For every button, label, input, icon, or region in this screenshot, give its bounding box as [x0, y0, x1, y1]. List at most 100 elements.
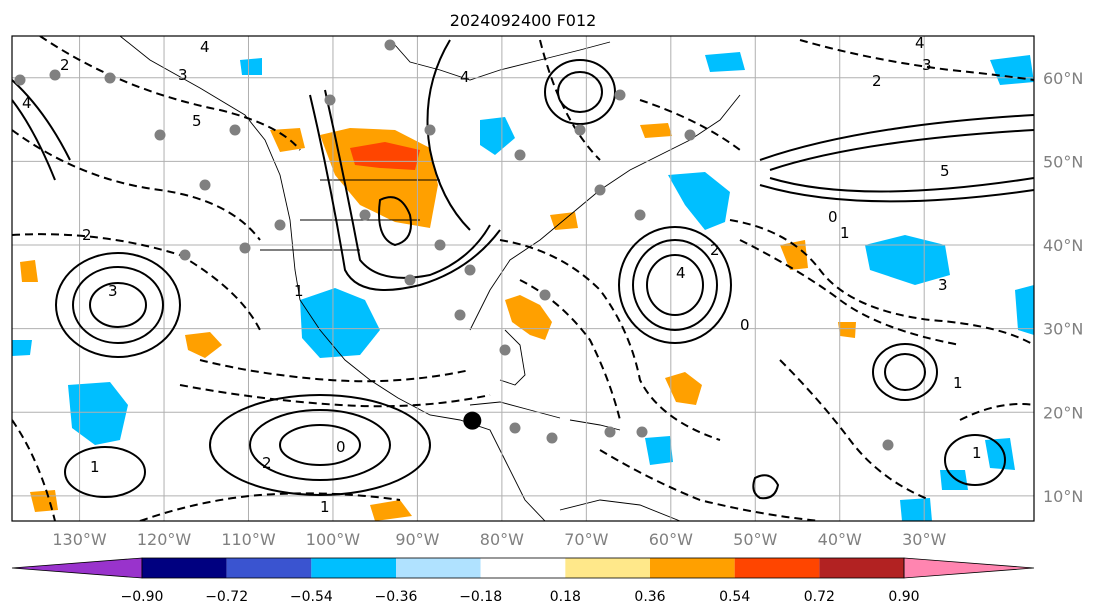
contour-label: 3	[922, 56, 932, 74]
contour-label: 2	[262, 454, 272, 472]
lon-label: 130°W	[52, 530, 107, 549]
longitude-labels: 130°W 120°W 110°W 100°W 90°W 80°W 70°W 6…	[52, 530, 946, 549]
lat-label: 20°N	[1043, 403, 1083, 422]
station-dot	[179, 249, 191, 261]
station-dot	[499, 344, 511, 356]
contour-label: 1	[320, 498, 330, 516]
station-dot	[104, 72, 116, 84]
station-dot	[14, 74, 26, 86]
lat-label: 60°N	[1043, 69, 1083, 88]
station-dot	[634, 209, 646, 221]
solid-contours	[12, 39, 1034, 500]
station-dots	[14, 39, 894, 451]
contour-label: 5	[940, 162, 950, 180]
station-dot	[274, 219, 286, 231]
colorbar-tick-label: 0.36	[634, 589, 665, 605]
contour-label: 3	[938, 276, 948, 294]
colorbar-swatch	[650, 558, 735, 578]
lon-label: 70°W	[564, 530, 608, 549]
station-dot	[684, 129, 696, 141]
station-dot	[539, 289, 551, 301]
contour-label: 0	[740, 316, 750, 334]
station-dot	[636, 426, 648, 438]
lat-label: 30°N	[1043, 320, 1083, 339]
station-dot	[359, 209, 371, 221]
station-dot	[239, 242, 251, 254]
colorbar-tick-label: −0.90	[121, 589, 164, 605]
storm-center-marker	[463, 411, 482, 430]
station-dot	[594, 184, 606, 196]
lon-label: 120°W	[137, 530, 192, 549]
lon-label: 40°W	[818, 530, 862, 549]
lat-label: 50°N	[1043, 152, 1083, 171]
colorbar	[11, 557, 1035, 579]
station-dot	[199, 179, 211, 191]
colorbar-tick-label: 0.54	[719, 589, 750, 605]
station-dot	[454, 309, 466, 321]
contour-label: 2	[82, 226, 92, 244]
station-dot	[154, 129, 166, 141]
colorbar-swatch	[819, 558, 904, 578]
map-border	[11, 35, 1035, 522]
contour-label: 1	[953, 374, 963, 392]
colorbar-swatch	[311, 558, 396, 578]
station-dot	[464, 264, 476, 276]
contour-label: 4	[460, 68, 470, 86]
contour-label: 4	[915, 34, 925, 52]
contour-label: 5	[192, 112, 202, 130]
lat-label: 40°N	[1043, 236, 1083, 255]
lat-label: 10°N	[1043, 487, 1083, 506]
station-dot	[49, 69, 61, 81]
station-dot	[324, 94, 336, 106]
station-dot	[882, 439, 894, 451]
contour-label: 4	[22, 94, 32, 112]
contour-label: 1	[294, 282, 304, 300]
station-dot	[574, 124, 586, 136]
lon-label: 30°W	[902, 530, 946, 549]
contour-label: 0	[336, 438, 346, 456]
contour-label: 1	[972, 444, 982, 462]
contour-label: 0	[828, 208, 838, 226]
lon-label: 100°W	[306, 530, 361, 549]
contour-label: 2	[60, 56, 70, 74]
station-dot	[229, 124, 241, 136]
contour-label: 2	[872, 72, 882, 90]
colorbar-extend-high	[903, 557, 1035, 579]
colorbar-swatch	[565, 558, 650, 578]
colorbar-tick-label: 0.72	[804, 589, 835, 605]
colorbar-tick-labels: −0.90 −0.72 −0.54 −0.36 −0.18 0.18 0.36 …	[121, 589, 920, 605]
dashed-contours	[12, 36, 1034, 521]
colorbar-tick-label: 0.18	[550, 589, 581, 605]
station-dot	[604, 426, 616, 438]
station-dot	[424, 124, 436, 136]
contour-label: 2	[710, 241, 720, 259]
latitude-labels: 10°N 20°N 30°N 40°N 50°N 60°N	[1043, 69, 1083, 506]
colorbar-tick-label: 0.90	[888, 589, 919, 605]
colorbar-tick-label: −0.18	[459, 589, 502, 605]
contour-label: 4	[200, 38, 210, 56]
lon-label: 110°W	[221, 530, 276, 549]
colorbar-swatch	[734, 558, 820, 578]
contour-labels: 2 3 4 5 1 0 4 2 3 1 4 5 2 3 4 1 0 2 3 4 …	[22, 34, 982, 516]
lon-label: 90°W	[395, 530, 439, 549]
contour-label: 3	[178, 66, 188, 84]
colorbar-extend-low	[11, 557, 143, 579]
figure-title: 2024092400 F012	[450, 11, 597, 30]
contour-label: 1	[90, 458, 100, 476]
station-dot	[404, 274, 416, 286]
station-dot	[514, 149, 526, 161]
station-dot	[614, 89, 626, 101]
map-panel: 2 3 4 5 1 0 4 2 3 1 4 5 2 3 4 1 0 2 3 4 …	[12, 34, 1034, 521]
station-dot	[434, 239, 446, 251]
colorbar-tick-label: −0.36	[375, 589, 418, 605]
contour-label: 1	[840, 224, 850, 242]
lon-label: 80°W	[480, 530, 524, 549]
colorbar-outline	[141, 557, 905, 579]
contour-label: 4	[676, 264, 686, 282]
lon-label: 60°W	[649, 530, 693, 549]
station-dot	[509, 422, 521, 434]
colorbar-swatch	[226, 558, 312, 578]
lon-label: 50°W	[733, 530, 777, 549]
colorbar-tick-label: −0.54	[290, 589, 333, 605]
